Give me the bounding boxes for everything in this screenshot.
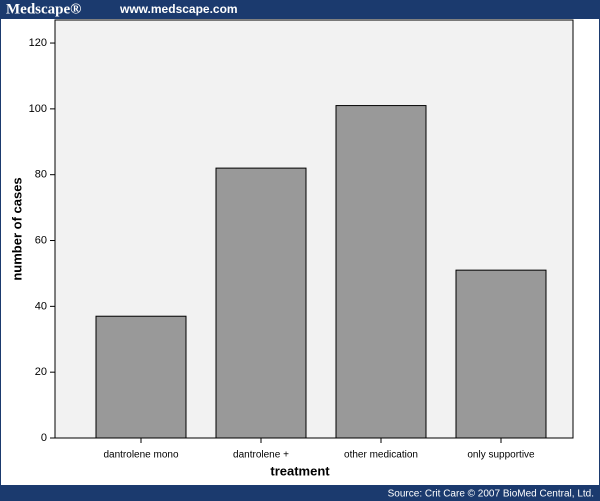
x-tick-label: only supportive [467, 450, 535, 461]
bar [95, 315, 187, 439]
y-tick-label: 100 [29, 103, 47, 115]
y-tick-label: 120 [29, 37, 47, 49]
x-tick-label: dantrolene + [233, 450, 289, 461]
bar [335, 105, 427, 439]
x-axis-label: treatment [270, 463, 330, 478]
y-tick-label: 0 [41, 432, 47, 444]
bar [455, 269, 547, 439]
y-tick-label: 40 [35, 300, 47, 312]
x-tick-label: other medication [344, 450, 418, 461]
source: Source: Crit Care © 2007 BioMed Central,… [388, 489, 594, 500]
y-tick-label: 60 [35, 234, 47, 246]
url: www.medscape.com [119, 2, 238, 16]
brand: Medscape® [6, 1, 81, 17]
footer-bar [0, 485, 600, 501]
y-tick-label: 20 [35, 366, 47, 378]
bar [215, 167, 307, 439]
y-axis-label: number of cases [9, 177, 24, 280]
header-bar [0, 0, 600, 19]
x-tick-label: dantrolene mono [103, 450, 178, 461]
y-tick-label: 80 [35, 169, 47, 181]
